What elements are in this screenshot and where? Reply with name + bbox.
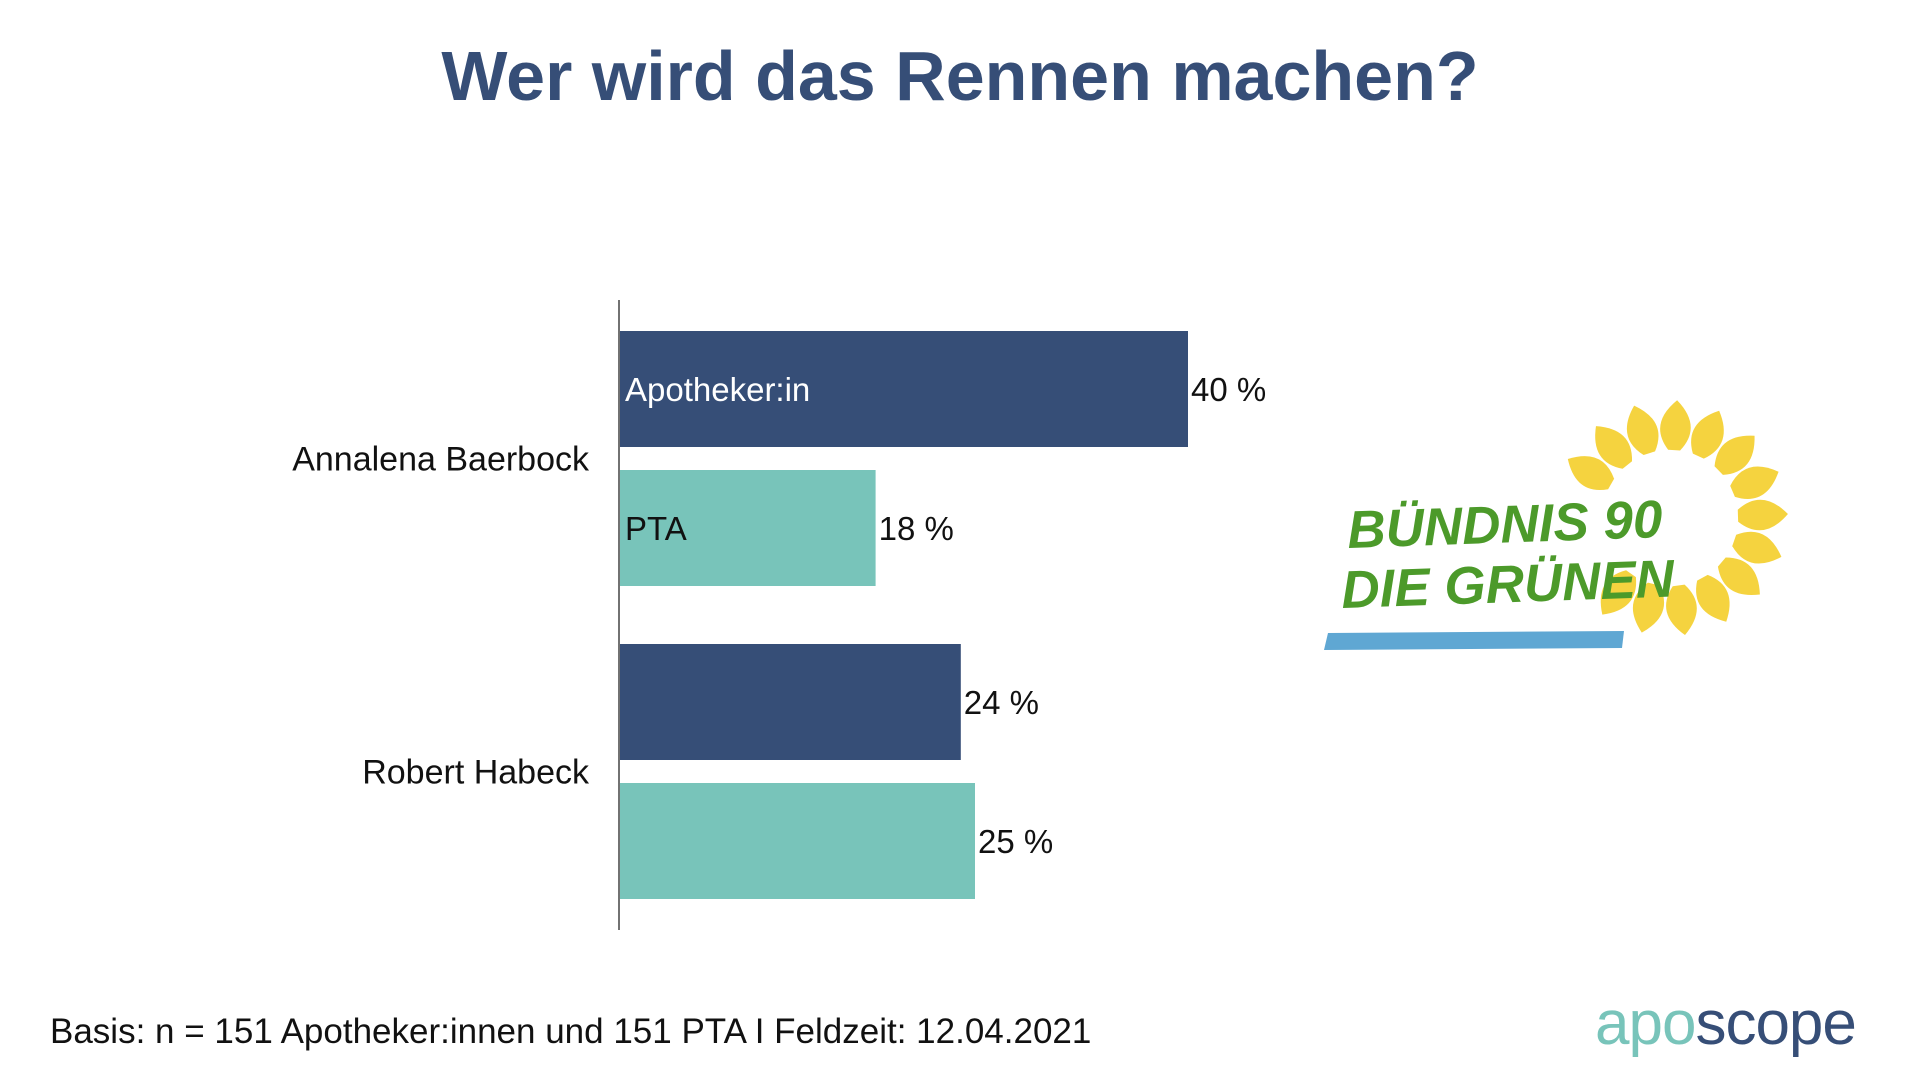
series-label: Apotheker:in [625, 371, 810, 408]
bar-pta [620, 783, 975, 899]
sunflower-petal [1696, 574, 1730, 622]
bar-apotheker [620, 644, 961, 760]
brand-logo-scope: scope [1695, 989, 1856, 1058]
sunflower-petal [1632, 582, 1665, 633]
data-label: 24 % [964, 684, 1039, 721]
party-logo-line1: BÜNDNIS 90 [1346, 490, 1663, 560]
logo-underline [1324, 631, 1624, 650]
brand-logo: aposcope [1595, 993, 1857, 1055]
sunflower-petal [1717, 557, 1760, 596]
sunflower-petal [1730, 466, 1779, 499]
sunflower-petal [1691, 410, 1724, 459]
bar-pta [620, 470, 876, 586]
party-logo: BÜNDNIS 90 DIE GRÜNEN [1324, 400, 1788, 650]
sunflower-petal [1737, 499, 1788, 531]
brand-logo-apo: apo [1595, 989, 1696, 1058]
category-label: Robert Habeck [362, 754, 590, 792]
sunflower-petal [1714, 435, 1755, 475]
data-label: 18 % [879, 510, 954, 547]
sunflower-petal [1660, 400, 1691, 451]
category-label: Annalena Baerbock [292, 441, 590, 479]
sunflower-icon [1567, 400, 1788, 636]
sunflower-petal [1600, 570, 1637, 615]
data-label: 25 % [978, 823, 1053, 860]
sunflower-petal [1666, 584, 1697, 636]
chart-title: Wer wird das Rennen machen? [441, 37, 1479, 115]
sunflower-petal [1595, 426, 1633, 469]
party-logo-line2: DIE GRÜNEN [1340, 549, 1676, 620]
sunflower-petal [1567, 456, 1615, 491]
bar-apotheker [620, 331, 1188, 447]
sunflower-petal [1732, 531, 1782, 564]
sunflower-petal [1626, 405, 1659, 456]
data-label: 40 % [1191, 371, 1266, 408]
series-label: PTA [625, 510, 687, 547]
footer-basis-note: Basis: n = 151 Apotheker:innen und 151 P… [50, 1012, 1092, 1051]
